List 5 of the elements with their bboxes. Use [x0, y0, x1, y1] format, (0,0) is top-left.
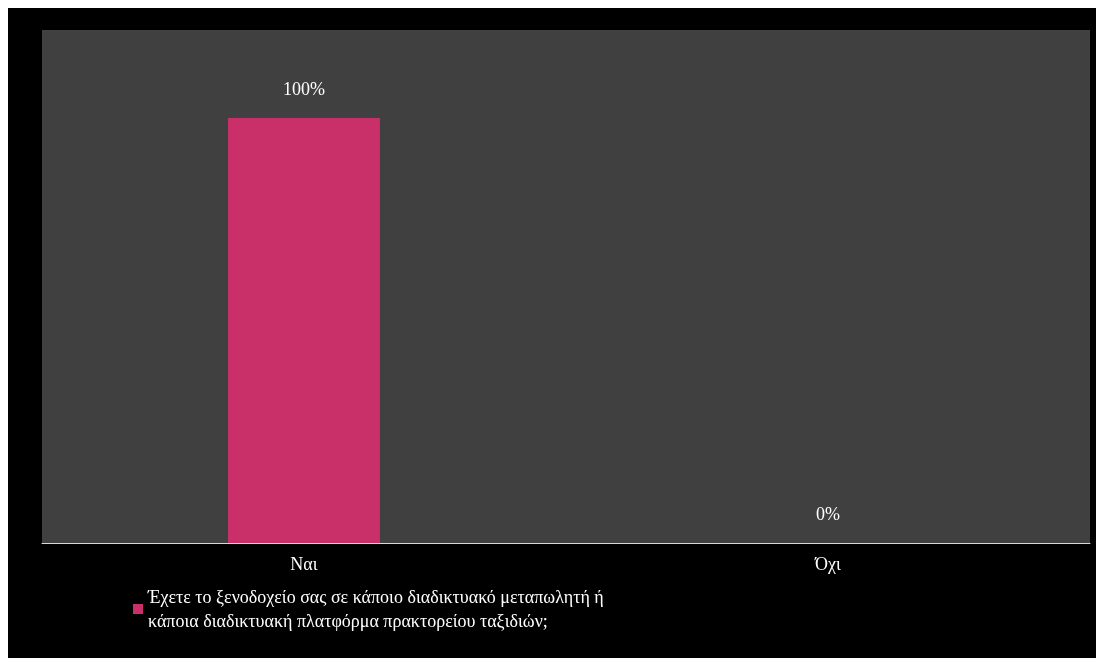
- x-tick-label: Ναι: [290, 554, 318, 574]
- legend-label: Έχετε το ξενοδοχείο σας σε κάποιο διαδικτυακό μεταπωλητή ή κάποια διαδικτυακή πλατφόρμα πρακτορείου ταξιδιών;: [147, 587, 609, 631]
- data-label: 100%: [283, 79, 325, 99]
- x-tick-label: Όχι: [814, 554, 842, 574]
- data-label: 0%: [816, 504, 840, 524]
